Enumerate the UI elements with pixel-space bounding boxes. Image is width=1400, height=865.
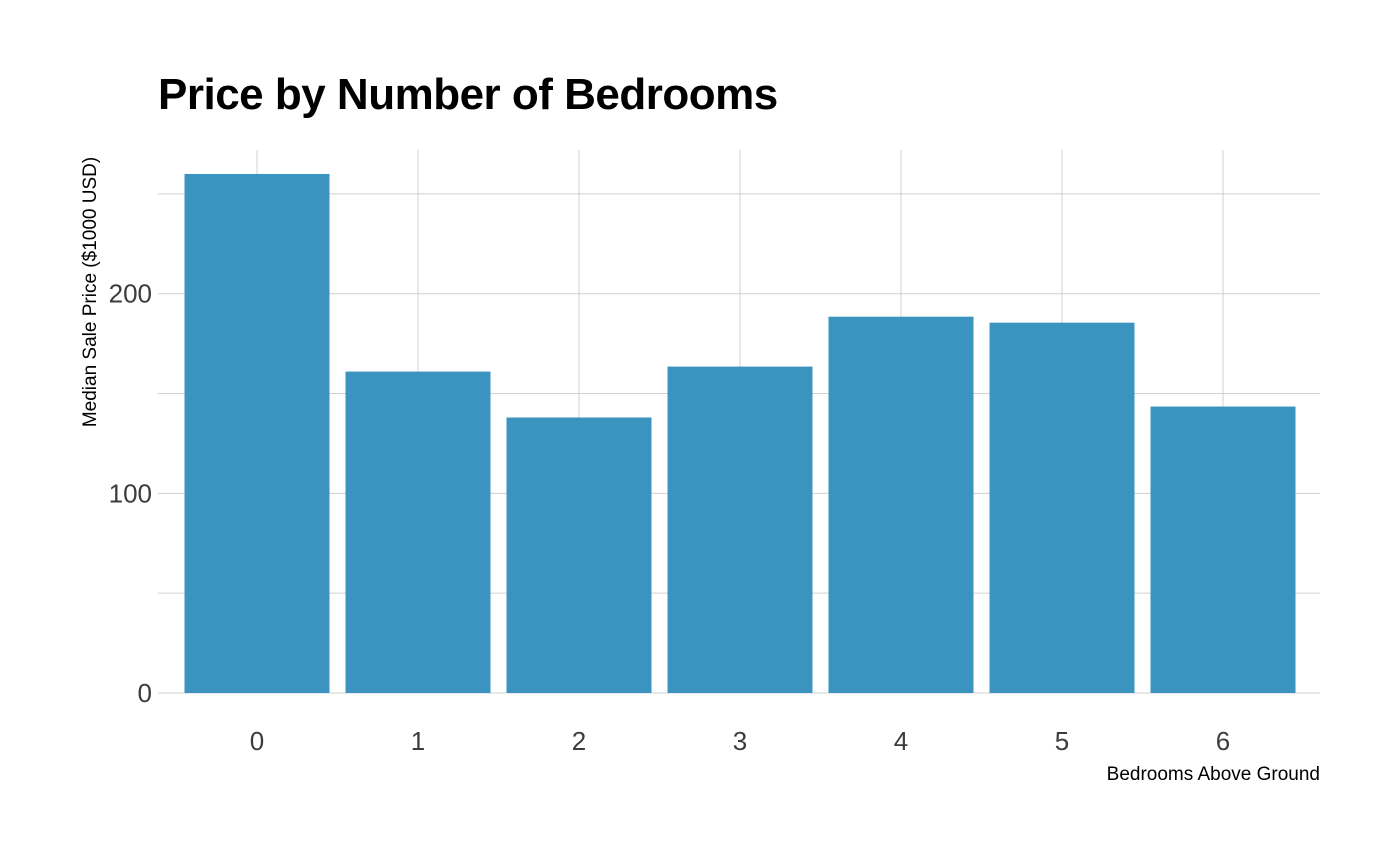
y-axis-title: Median Sale Price ($1000 USD): [80, 157, 101, 427]
x-tick-label: 0: [250, 726, 264, 756]
y-tick-label: 100: [109, 478, 152, 508]
x-tick-label: 6: [1216, 726, 1230, 756]
bar-5: [989, 322, 1135, 693]
x-tick-label: 4: [894, 726, 908, 756]
x-tick-label: 3: [733, 726, 747, 756]
axis-layer: 0 100 200 0 1 2 3 4 5 6: [109, 279, 1231, 756]
bar-0: [184, 173, 330, 694]
bar-2: [506, 417, 652, 693]
bar-3: [667, 366, 813, 693]
x-tick-label: 5: [1055, 726, 1069, 756]
chart-title: Price by Number of Bedrooms: [158, 70, 778, 119]
x-axis-title: Bedrooms Above Ground: [1107, 764, 1320, 785]
y-tick-label: 0: [138, 678, 152, 708]
y-tick-label: 200: [109, 279, 152, 309]
bar-6: [1150, 406, 1296, 693]
bar-layer: [184, 173, 1296, 694]
bar-4: [828, 316, 974, 693]
x-tick-label: 2: [572, 726, 586, 756]
bar-1: [345, 371, 491, 693]
x-tick-label: 1: [411, 726, 425, 756]
